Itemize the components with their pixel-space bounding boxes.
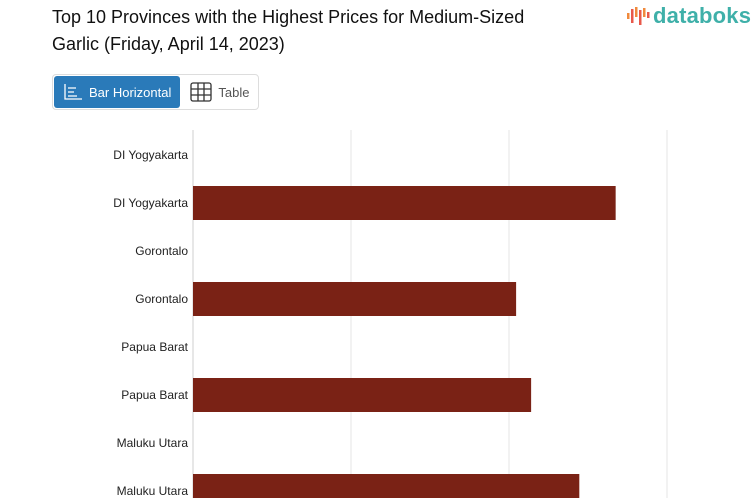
chart-title: Top 10 Provinces with the Highest Prices… [52, 7, 525, 54]
bar-horizontal-label: Bar Horizontal [89, 84, 172, 100]
bar[interactable] [193, 474, 580, 498]
table-label: Table [218, 84, 250, 100]
bar-horizontal-button[interactable]: Bar Horizontal [54, 76, 181, 108]
bar-chart-icon [64, 84, 82, 100]
bar[interactable] [193, 282, 517, 316]
logo-bars-icon [627, 7, 650, 25]
category-label: DI Yogyakarta [113, 196, 188, 210]
category-label: Papua Barat [121, 388, 188, 402]
bar[interactable] [193, 186, 616, 220]
category-label: Gorontalo [135, 244, 188, 258]
bar[interactable] [193, 378, 532, 412]
category-label: Gorontalo [135, 292, 188, 306]
table-button[interactable]: Table [181, 75, 258, 109]
category-label: DI Yogyakarta [113, 148, 188, 162]
category-label: Papua Barat [121, 340, 188, 354]
logo-text: databoks [653, 3, 752, 28]
category-label: Maluku Utara [117, 436, 189, 450]
view-toggle: Bar Horizontal Table [52, 74, 260, 110]
category-label: Maluku Utara [117, 484, 189, 498]
databoks-logo: databoks [626, 3, 751, 29]
table-icon [190, 82, 213, 102]
